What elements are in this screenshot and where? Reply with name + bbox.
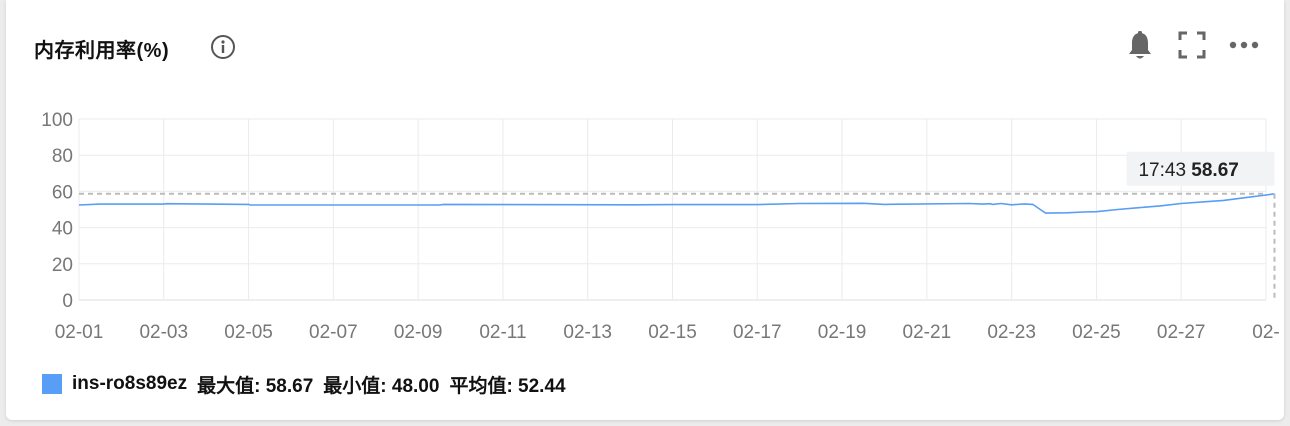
y-tick-label: 60 — [52, 182, 73, 203]
x-tick-label: 02-11 — [479, 322, 526, 343]
legend-max: 最大值: 58.67 — [197, 375, 314, 397]
x-tick-label: 02- — [1252, 322, 1279, 343]
legend: ins-ro8s89ez 最大值: 58.67 最小值: 48.00 平均值: … — [42, 370, 576, 398]
x-tick-label: 02-15 — [648, 322, 697, 343]
legend-avg: 平均值: 52.44 — [449, 375, 566, 397]
tooltip-box — [1126, 151, 1275, 186]
memory-usage-panel: 内存利用率(%) 0 20 40 60 80 100 02-01 02-03 02-05 02-0… — [6, 0, 1284, 420]
series-line — [78, 193, 1275, 214]
x-tick-label: 02-09 — [394, 322, 443, 343]
tooltip-value: 58.67 — [1191, 160, 1239, 181]
y-tick-label: 80 — [52, 146, 73, 167]
bell-icon[interactable] — [1126, 30, 1154, 62]
legend-series-name[interactable]: ins-ro8s89ez — [72, 373, 188, 394]
y-tick-label: 100 — [41, 110, 73, 131]
x-tick-label: 02-05 — [224, 322, 273, 343]
y-tick-label: 20 — [52, 255, 73, 276]
more-icon[interactable] — [1228, 38, 1260, 52]
x-tick-label: 02-17 — [733, 322, 782, 343]
x-tick-label: 02-27 — [1157, 322, 1206, 343]
x-tick-label: 02-21 — [903, 322, 952, 343]
legend-swatch[interactable] — [42, 374, 62, 394]
x-tick-label: 02-01 — [55, 322, 104, 343]
fullscreen-icon[interactable] — [1178, 31, 1206, 59]
y-tick-label: 0 — [62, 291, 73, 312]
tooltip-text: 17:43 58.67 — [1138, 160, 1238, 181]
y-tick-label: 40 — [52, 219, 73, 240]
x-tick-label: 02-03 — [139, 322, 188, 343]
x-tick-label: 02-07 — [309, 322, 358, 343]
line-chart: 0 20 40 60 80 100 02-01 02-03 02-05 02-07 02-09 02-… — [41, 110, 1279, 343]
x-tick-label: 02-13 — [563, 322, 612, 343]
x-tick-label: 02-25 — [1072, 322, 1121, 343]
x-tick-label: 02-23 — [987, 322, 1036, 343]
legend-min: 最小值: 48.00 — [323, 375, 440, 397]
panel-title: 内存利用率(%) — [34, 40, 170, 62]
tooltip-time: 17:43 — [1138, 160, 1191, 181]
x-tick-label: 02-19 — [818, 322, 867, 343]
info-icon[interactable] — [210, 34, 236, 60]
